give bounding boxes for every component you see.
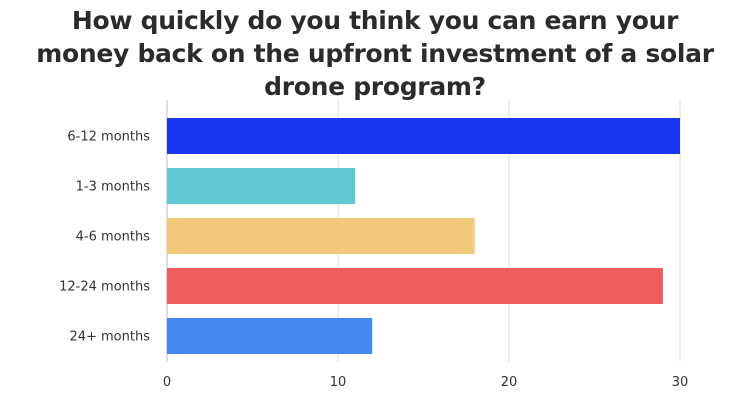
x-tick-label: 0 (163, 375, 171, 390)
x-tick-label: 10 (330, 375, 347, 390)
category-labels: 6-12 months 1-3 months 4-6 months 12-24 mon… (59, 130, 150, 345)
chart-title-line-2: money back on the upfront investment of … (36, 39, 714, 68)
chart-title-line-3: drone program? (264, 72, 486, 101)
bar (167, 118, 680, 154)
category-label: 4-6 months (76, 230, 151, 245)
chart-title: How quickly do you think you can earn yo… (0, 4, 750, 103)
category-label: 1-3 months (76, 180, 151, 195)
x-tick-label: 30 (672, 375, 689, 390)
chart-title-line-1: How quickly do you think you can earn yo… (71, 6, 679, 35)
x-tick-label: 20 (501, 375, 518, 390)
bar (167, 268, 663, 304)
bar (167, 318, 373, 354)
category-label: 24+ months (69, 330, 150, 345)
x-axis-ticks: 0 10 20 30 (163, 375, 688, 390)
bars (167, 118, 680, 354)
category-label: 6-12 months (67, 130, 150, 145)
bar (167, 168, 356, 204)
bar (167, 218, 475, 254)
category-label: 12-24 months (59, 280, 150, 295)
